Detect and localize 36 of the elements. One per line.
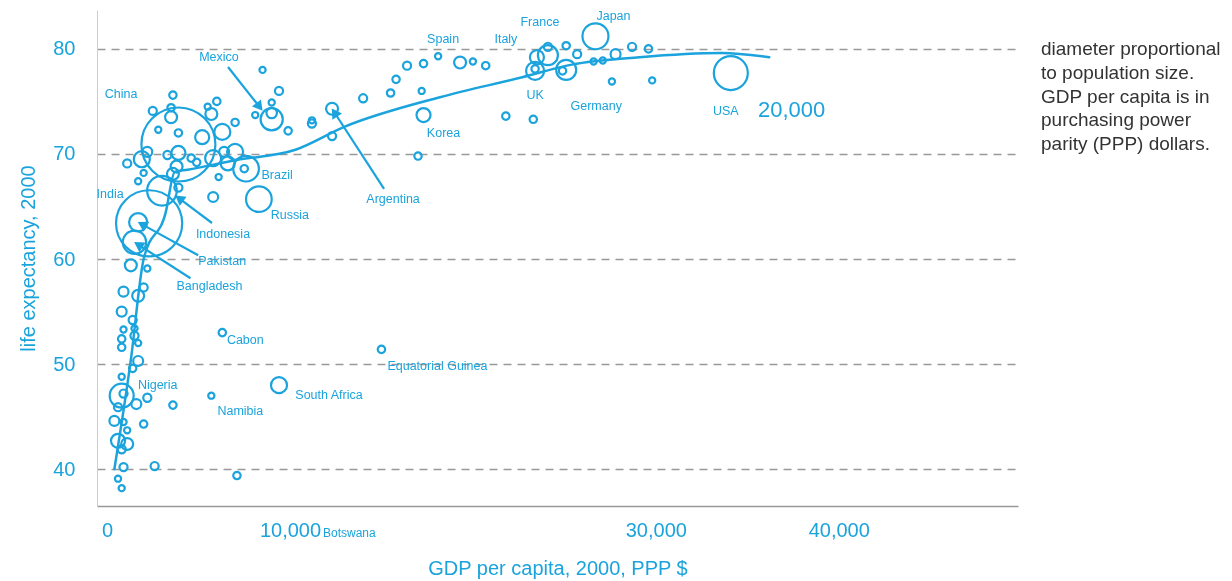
annotation: Mexico <box>199 50 239 64</box>
text: Botswana <box>323 526 377 540</box>
annotation: France <box>520 15 560 30</box>
annotation: Pakistan <box>198 254 247 269</box>
y-tick-label: 60 <box>53 247 76 270</box>
annotation: 20,000 <box>758 97 826 122</box>
annotation: Korea <box>426 126 461 141</box>
annotation: USA <box>712 104 740 119</box>
annotation: Cabon <box>226 332 264 347</box>
y-axis-title: life expectancy, 2000 <box>17 165 40 352</box>
text: diameter proportional to population size. GDP per capita is in purchasing power parity (PPP) dollars. <box>1041 38 1221 154</box>
y-tick-label: 70 <box>53 142 76 165</box>
annotation: Japan <box>596 9 631 24</box>
annotation: Italy <box>494 32 519 47</box>
annotation: Bangladesh <box>176 279 243 294</box>
annotation: Equatorial Guinea <box>387 359 488 374</box>
x-tick-label: 10,000 <box>259 518 322 541</box>
annotation: Brazil <box>261 167 293 182</box>
annotation: China <box>104 87 138 101</box>
annotation: Russia <box>270 208 310 223</box>
annotation: South Africa <box>295 388 363 403</box>
annotation: Argentina <box>366 191 420 206</box>
annotation: Germany <box>570 98 623 113</box>
annotation: Namibia <box>217 403 264 418</box>
x-tick-label: 30,000 <box>625 518 687 541</box>
y-tick-label: 50 <box>53 352 76 375</box>
x-tick-label: 40,000 <box>808 518 870 541</box>
annotation: India <box>96 187 124 202</box>
x-tick-label: 0 <box>102 518 114 541</box>
annotation: Nigeria <box>137 377 178 392</box>
annotation: UK <box>526 87 545 102</box>
y-tick-label: 80 <box>53 37 76 60</box>
x-axis-title: GDP per capita, 2000, PPP $ <box>428 556 688 579</box>
annotation: Spain <box>427 31 460 46</box>
y-tick-label: 40 <box>53 457 76 480</box>
annotation: Indonesia <box>195 227 251 241</box>
